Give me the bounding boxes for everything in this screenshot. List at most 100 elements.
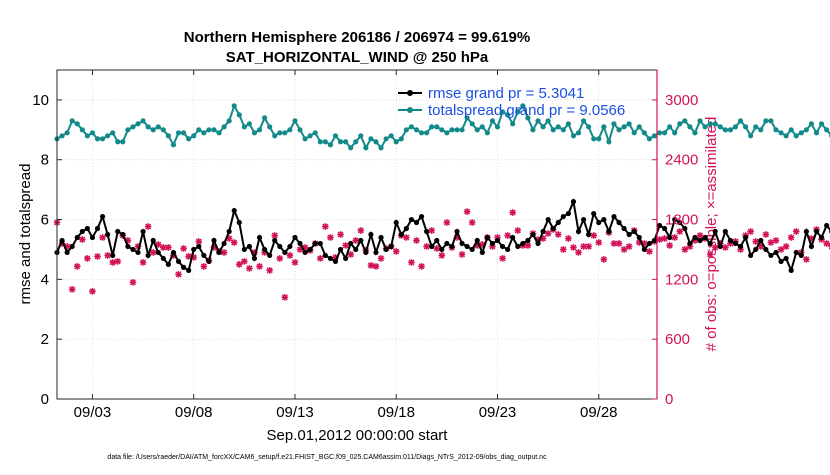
legend-entry: rmse grand pr = 5.3041 — [398, 85, 584, 102]
y-tick-label-left: 4 — [41, 271, 49, 288]
marker-stroke — [286, 252, 293, 259]
totalspread-point — [560, 127, 566, 133]
totalspread-point — [545, 118, 551, 124]
rmse-point — [348, 240, 354, 247]
marker-stroke — [646, 248, 653, 255]
rmse-point — [748, 252, 754, 259]
totalspread-point — [287, 127, 293, 133]
marker-stroke — [160, 244, 167, 251]
rmse-point — [606, 228, 612, 235]
legend-marker — [407, 90, 413, 96]
obs-assimilated-marker — [337, 231, 344, 238]
totalspread-point — [130, 124, 136, 130]
obs-assimilated-marker — [641, 240, 648, 247]
rmse-point — [818, 234, 825, 241]
totalspread-point — [717, 124, 723, 130]
totalspread-point — [201, 130, 207, 136]
marker-stroke — [428, 227, 435, 234]
marker-stroke — [803, 256, 810, 263]
rmse-point — [160, 255, 166, 262]
totalspread-point — [175, 130, 182, 136]
x-tick-label: 09/08 — [175, 404, 213, 421]
y-tick-label-right: 1800 — [665, 212, 698, 229]
marker-stroke — [337, 231, 344, 238]
marker-stroke — [772, 237, 779, 244]
marker-stroke — [231, 239, 238, 246]
obs-assimilated-marker — [544, 230, 552, 237]
rmse-point — [155, 249, 161, 256]
obs-assimilated-marker — [408, 259, 415, 266]
obs-assimilated-marker — [615, 240, 623, 247]
obs-assimilated-marker — [782, 243, 790, 250]
rmse-point — [297, 240, 303, 247]
totalspread-point — [358, 133, 364, 139]
obs-assimilated-marker — [200, 263, 208, 270]
marker-stroke — [681, 246, 688, 253]
marker-stroke — [104, 252, 111, 259]
rmse-point — [358, 237, 364, 244]
obs-assimilated-marker — [696, 232, 704, 239]
totalspread-point — [778, 130, 784, 136]
rmse-point — [560, 213, 566, 220]
y-tick-label-left: 10 — [32, 92, 49, 109]
rmse-point — [565, 210, 571, 217]
rmse-point — [327, 255, 334, 262]
rmse-point — [580, 216, 587, 223]
obs-assimilated-marker — [94, 253, 101, 260]
totalspread-point — [120, 139, 126, 145]
rmse-point — [586, 231, 592, 238]
totalspread-point — [702, 124, 708, 130]
totalspread-point — [165, 133, 171, 139]
obs-assimilated-marker — [149, 249, 157, 256]
rmse-point — [616, 219, 622, 226]
obs-assimilated-marker — [661, 235, 668, 242]
rmse-point — [317, 240, 323, 247]
obs-assimilated-marker — [246, 265, 253, 272]
rmse-point — [575, 228, 582, 235]
totalspread-point — [196, 127, 202, 133]
marker-stroke — [762, 231, 769, 238]
totalspread-point — [687, 124, 693, 130]
totalspread-point — [368, 136, 374, 142]
totalspread-point — [393, 139, 399, 145]
totalspread-point — [631, 130, 637, 136]
totalspread-point — [651, 133, 658, 139]
chart-title-line-1: Northern Hemisphere 206186 / 206974 = 99… — [184, 29, 530, 46]
rmse-point — [99, 213, 106, 220]
totalspread-point — [793, 133, 799, 139]
totalspread-point — [256, 127, 263, 133]
rmse-point — [378, 234, 384, 241]
totalspread-point — [94, 136, 101, 142]
totalspread-point — [337, 139, 344, 145]
rmse-point — [753, 246, 759, 253]
rmse-point — [150, 237, 156, 244]
totalspread-point — [327, 142, 334, 148]
rmse-point — [211, 237, 217, 244]
marker-stroke — [413, 237, 420, 244]
marker-stroke — [74, 263, 81, 270]
obs-assimilated-marker — [823, 240, 830, 247]
obs-assimilated-marker — [600, 256, 608, 263]
rmse-point — [186, 267, 192, 273]
rmse-point — [499, 243, 506, 250]
rmse-point — [697, 237, 703, 244]
obs-assimilated-marker — [377, 255, 385, 262]
obs-assimilated-marker — [676, 228, 684, 235]
obs-assimilated-marker — [499, 255, 506, 262]
x-tick-label: 09/18 — [377, 404, 415, 421]
obs-assimilated-marker — [357, 227, 365, 234]
obs-assimilated-marker — [165, 244, 172, 251]
rmse-line — [56, 198, 830, 274]
obs-assimilated-marker — [271, 232, 279, 239]
rmse-point — [236, 219, 242, 226]
rmse-point — [550, 225, 556, 232]
rmse-point — [170, 249, 177, 256]
rmse-point — [125, 243, 131, 250]
marker-stroke — [666, 242, 673, 249]
rmse-point — [449, 243, 455, 250]
obs-assimilated-marker — [423, 243, 430, 250]
obs-assimilated-marker — [590, 232, 598, 239]
rmse-point — [510, 234, 516, 241]
totalspread-point — [84, 133, 90, 139]
totalspread-point — [505, 112, 511, 118]
